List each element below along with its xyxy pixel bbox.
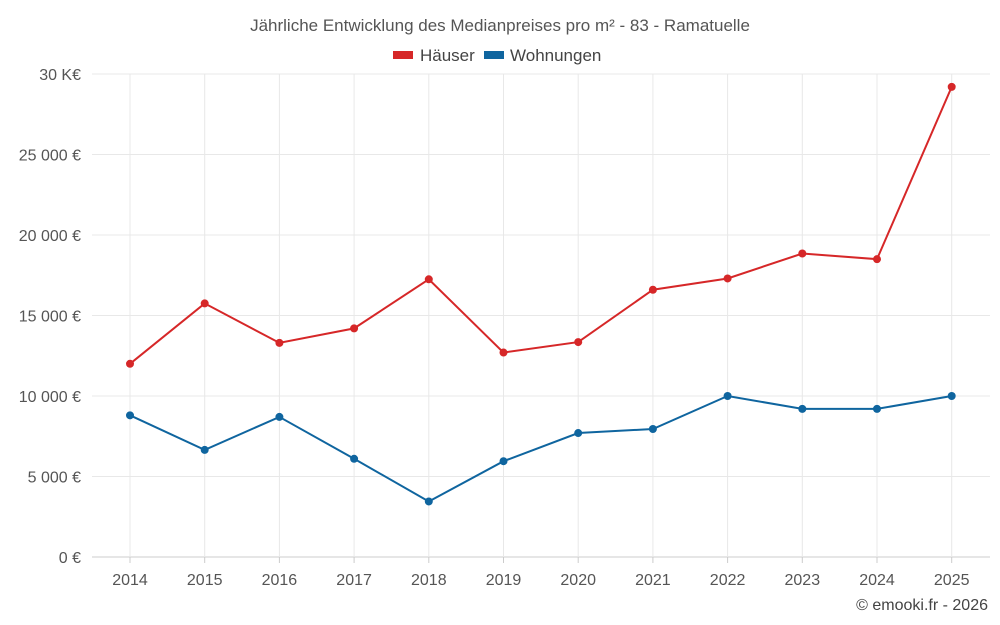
x-tick-label: 2024: [859, 572, 895, 589]
legend-item-wohnungen[interactable]: Wohnungen: [484, 46, 601, 65]
y-tick-label: 30 K€: [39, 67, 81, 84]
data-point-wohnungen[interactable]: [424, 497, 433, 506]
y-axis: 0 € 5 000 € 10 000 € 15 000 € 20 000 € 25 000…: [19, 67, 81, 567]
x-tick-label: 2019: [486, 572, 522, 589]
data-point-haeuser[interactable]: [873, 255, 881, 264]
data-point-haeuser[interactable]: [499, 348, 508, 357]
data-point-haeuser[interactable]: [424, 275, 433, 284]
x-axis: 2014 2015 2016 2017 2018 2019 2020 2021 2022 2023…: [112, 557, 970, 589]
x-tick-label: 2017: [336, 572, 372, 589]
series-line-wohnungen: [129, 394, 952, 503]
data-point-wohnungen[interactable]: [200, 445, 209, 454]
x-tick-label: 2025: [934, 572, 970, 589]
data-point-wohnungen[interactable]: [275, 412, 284, 421]
data-point-haeuser[interactable]: [947, 82, 956, 91]
x-tick-label: 2015: [187, 572, 223, 589]
x-tick-label: 2020: [560, 572, 596, 589]
x-tick-label: 2018: [411, 572, 447, 589]
legend-label-wohnungen: Wohnungen: [510, 46, 601, 65]
chart-title: Jährliche Entwicklung des Medianpreises …: [250, 16, 750, 35]
y-tick-label: 15 000 €: [19, 309, 81, 326]
data-point-wohnungen[interactable]: [499, 457, 508, 466]
legend-label-haeuser: Häuser: [420, 46, 475, 65]
y-tick-label: 20 000 €: [19, 228, 81, 245]
legend-swatch-haeuser: [393, 51, 413, 59]
legend-item-haeuser[interactable]: Häuser: [393, 46, 475, 65]
data-point-haeuser[interactable]: [648, 285, 657, 294]
data-point-haeuser[interactable]: [574, 338, 583, 347]
data-point-wohnungen[interactable]: [723, 392, 732, 400]
x-tick-label: 2022: [710, 572, 746, 589]
data-point-haeuser[interactable]: [798, 249, 807, 258]
data-point-wohnungen[interactable]: [574, 429, 583, 438]
data-point-wohnungen[interactable]: [350, 454, 359, 463]
y-tick-label: 25 000 €: [19, 148, 81, 165]
data-point-wohnungen[interactable]: [648, 425, 657, 434]
x-tick-label: 2014: [112, 572, 148, 589]
data-point-wohnungen[interactable]: [947, 392, 956, 400]
series-line-haeuser: [129, 86, 953, 365]
x-tick-label: 2021: [635, 572, 671, 589]
y-tick-label: 10 000 €: [19, 389, 81, 406]
data-point-haeuser[interactable]: [350, 324, 359, 333]
data-point-haeuser[interactable]: [200, 299, 209, 308]
series-group: [126, 82, 956, 506]
data-point-wohnungen[interactable]: [873, 404, 881, 413]
x-tick-label: 2023: [785, 572, 821, 589]
y-tick-label: 5 000 €: [28, 470, 81, 487]
data-point-wohnungen[interactable]: [126, 411, 134, 420]
y-tick-label: 0 €: [59, 550, 81, 567]
data-point-haeuser[interactable]: [723, 274, 732, 283]
x-tick-label: 2016: [262, 572, 298, 589]
legend-swatch-wohnungen: [484, 51, 504, 59]
data-point-haeuser[interactable]: [275, 338, 284, 347]
credit-text: © emooki.fr - 2026: [856, 597, 988, 614]
data-point-wohnungen[interactable]: [798, 404, 807, 413]
legend[interactable]: Häuser Wohnungen: [393, 46, 601, 65]
grid-lines: [92, 73, 990, 558]
data-point-haeuser[interactable]: [126, 359, 134, 368]
